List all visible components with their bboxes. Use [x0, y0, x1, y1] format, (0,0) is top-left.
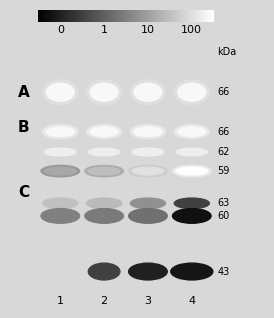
Ellipse shape [129, 165, 167, 177]
Text: 0: 0 [57, 25, 64, 35]
Ellipse shape [87, 125, 122, 139]
Ellipse shape [43, 80, 78, 104]
Ellipse shape [174, 125, 209, 139]
Ellipse shape [134, 127, 162, 136]
Ellipse shape [130, 125, 165, 139]
Ellipse shape [171, 263, 213, 280]
Ellipse shape [134, 83, 162, 101]
Ellipse shape [44, 167, 76, 175]
Ellipse shape [178, 83, 206, 101]
Ellipse shape [43, 198, 78, 209]
Text: 3: 3 [144, 295, 152, 306]
Ellipse shape [130, 80, 165, 104]
Ellipse shape [174, 198, 209, 209]
Ellipse shape [46, 83, 74, 101]
Ellipse shape [41, 165, 79, 177]
Ellipse shape [129, 263, 167, 280]
Text: 1: 1 [57, 295, 64, 306]
Text: 66: 66 [217, 127, 230, 137]
Ellipse shape [132, 167, 164, 175]
Ellipse shape [176, 148, 208, 156]
Ellipse shape [41, 209, 79, 223]
Ellipse shape [46, 127, 74, 136]
Ellipse shape [130, 198, 165, 209]
Ellipse shape [88, 263, 120, 280]
Ellipse shape [173, 209, 211, 223]
Ellipse shape [85, 209, 123, 223]
Ellipse shape [129, 209, 167, 223]
Ellipse shape [90, 83, 118, 101]
Text: 10: 10 [141, 25, 155, 35]
Ellipse shape [85, 165, 123, 177]
Text: 60: 60 [217, 211, 230, 221]
Ellipse shape [173, 146, 211, 158]
Ellipse shape [178, 127, 206, 136]
Ellipse shape [88, 167, 120, 175]
Text: 1: 1 [101, 25, 108, 35]
Text: C: C [18, 185, 30, 200]
Ellipse shape [132, 148, 164, 156]
Text: kDa: kDa [217, 47, 236, 57]
Ellipse shape [87, 80, 122, 104]
Text: A: A [18, 85, 30, 100]
Text: 100: 100 [181, 25, 202, 35]
Text: B: B [18, 120, 30, 135]
Ellipse shape [88, 148, 120, 156]
Text: 59: 59 [217, 166, 230, 176]
Ellipse shape [87, 198, 122, 209]
Text: 4: 4 [188, 295, 195, 306]
Text: 2: 2 [101, 295, 108, 306]
Ellipse shape [44, 148, 76, 156]
Ellipse shape [129, 146, 167, 158]
Ellipse shape [85, 146, 123, 158]
Text: 66: 66 [217, 87, 230, 97]
Ellipse shape [176, 167, 208, 175]
Ellipse shape [174, 80, 209, 104]
Text: 62: 62 [217, 147, 230, 157]
Text: 43: 43 [217, 266, 230, 277]
Ellipse shape [173, 165, 211, 177]
Ellipse shape [43, 125, 78, 139]
Ellipse shape [90, 127, 118, 136]
Text: 63: 63 [217, 198, 230, 208]
Ellipse shape [41, 146, 79, 158]
